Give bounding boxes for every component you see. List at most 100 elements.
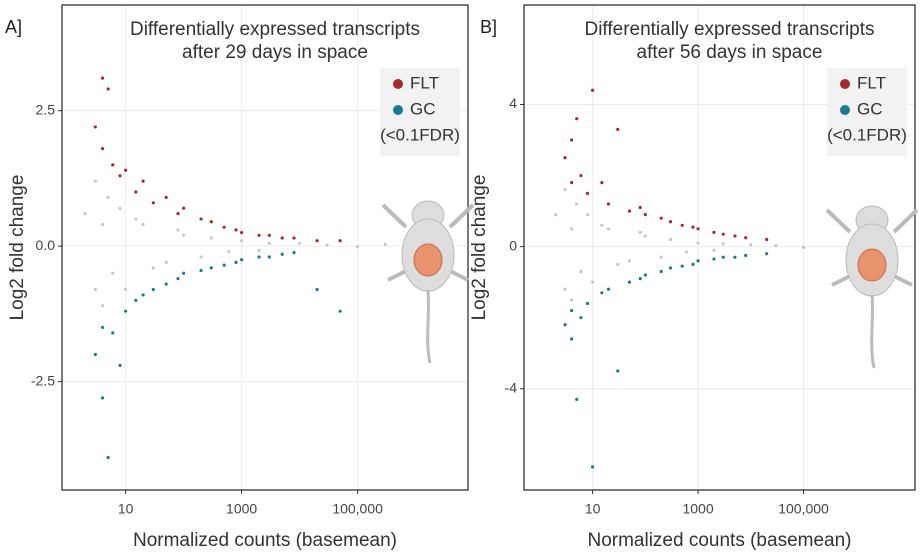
point	[563, 156, 567, 160]
point	[575, 397, 579, 401]
point	[111, 163, 115, 167]
point	[151, 287, 155, 292]
point	[585, 191, 590, 195]
point	[356, 245, 360, 249]
point	[721, 242, 725, 246]
point	[749, 243, 753, 247]
point	[744, 253, 748, 258]
point	[627, 209, 632, 213]
point	[240, 258, 244, 262]
point	[554, 213, 558, 217]
plot-border	[61, 4, 469, 491]
point	[257, 233, 261, 237]
legend-label: FLT	[857, 73, 886, 92]
point	[222, 263, 226, 267]
point	[141, 293, 145, 297]
x-axis-label: Normalized counts (basemean)	[133, 530, 397, 551]
point	[712, 257, 716, 261]
point	[765, 252, 769, 256]
point	[643, 213, 647, 217]
x-tick-label: 100,000	[778, 501, 829, 517]
point	[680, 264, 684, 268]
point	[627, 259, 632, 263]
point	[606, 202, 611, 206]
point	[164, 260, 168, 265]
point	[579, 269, 583, 274]
legend-label: FLT	[410, 73, 439, 92]
point	[292, 236, 296, 240]
point	[668, 237, 673, 242]
point	[100, 396, 105, 400]
legend-marker	[840, 105, 850, 115]
point	[627, 280, 632, 284]
point	[696, 241, 700, 245]
point	[141, 222, 145, 227]
point	[240, 239, 244, 243]
point	[118, 363, 122, 367]
point	[579, 173, 583, 178]
x-tick-label: 1000	[226, 501, 257, 517]
point	[182, 271, 186, 275]
point	[600, 181, 604, 185]
point	[570, 298, 574, 302]
point	[199, 268, 203, 273]
point	[124, 287, 128, 292]
x-tick-label: 1000	[682, 501, 713, 517]
point	[176, 228, 180, 232]
point	[199, 255, 203, 259]
point	[267, 255, 271, 259]
panel-label: B]	[480, 17, 497, 37]
point	[570, 337, 574, 341]
point	[801, 245, 806, 249]
mouse-illustration	[825, 205, 919, 369]
point	[591, 465, 595, 469]
point	[134, 298, 138, 302]
point	[100, 222, 105, 227]
point	[227, 249, 231, 254]
legend-label: GC	[857, 99, 883, 118]
point	[638, 205, 642, 210]
point	[575, 117, 579, 121]
point	[733, 234, 737, 238]
point	[93, 179, 97, 183]
point	[100, 147, 105, 151]
point	[721, 232, 725, 236]
point	[616, 369, 620, 373]
x-tick-label: 100,000	[332, 501, 383, 517]
point	[591, 88, 595, 92]
point	[176, 212, 180, 216]
point	[325, 243, 329, 247]
point	[106, 195, 110, 199]
point	[267, 233, 271, 237]
point	[240, 230, 244, 235]
y-tick-label: 0	[509, 237, 517, 253]
point	[182, 206, 186, 210]
point	[111, 271, 115, 275]
point	[100, 325, 105, 330]
point	[570, 227, 574, 231]
point	[151, 266, 155, 270]
legend-label: GC	[410, 99, 436, 118]
point	[164, 195, 168, 199]
point	[93, 352, 97, 357]
point	[638, 230, 642, 234]
point	[668, 266, 673, 270]
plot-border	[523, 4, 916, 491]
point	[684, 250, 688, 254]
point	[100, 304, 105, 308]
point	[93, 125, 97, 129]
point	[338, 309, 342, 313]
point	[182, 233, 186, 237]
y-tick-label: 2.5	[36, 101, 56, 117]
panel: 10 1000 100,000 -2.5 0.0 2.5 Differentially ex…	[5, 4, 469, 551]
point	[118, 206, 122, 210]
point	[134, 217, 138, 221]
point	[164, 282, 168, 286]
point	[733, 255, 737, 259]
point	[106, 87, 110, 91]
legend-marker	[840, 79, 850, 89]
point	[638, 276, 642, 281]
point	[141, 179, 145, 183]
point	[234, 228, 238, 232]
